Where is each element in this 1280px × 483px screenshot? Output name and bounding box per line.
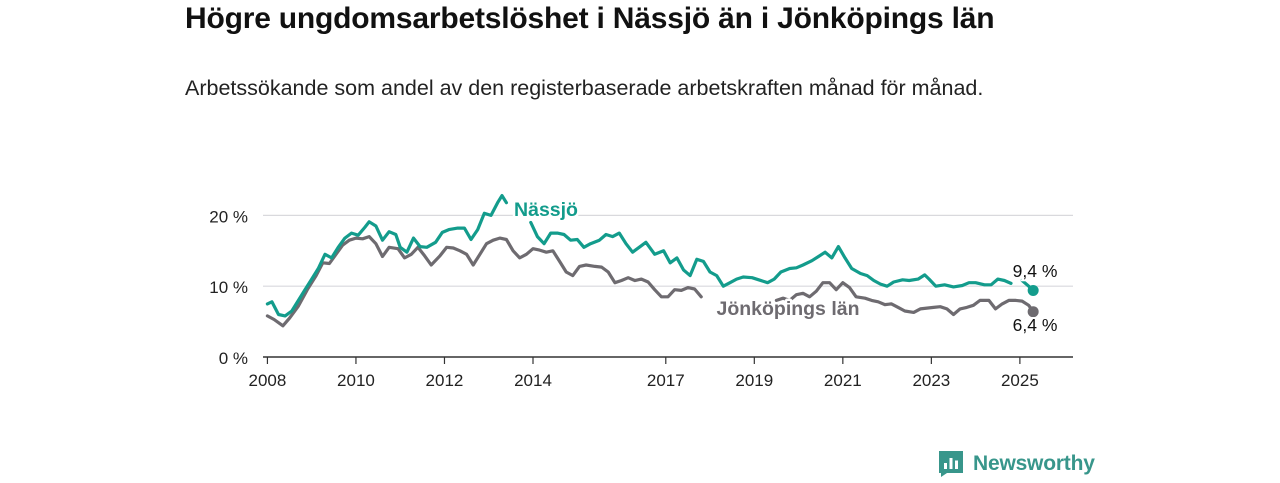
series-labels: Nässjö Jönköpings län 9,4 % 6,4 % — [512, 197, 1060, 338]
x-tick-label: 2025 — [1001, 371, 1039, 390]
series-line-jonkopings-lan — [774, 281, 1035, 317]
series-line-jonkopings-lan — [265, 235, 703, 328]
y-axis-ticks: 0 % 10 % 20 % — [209, 207, 248, 368]
x-tick-label: 2014 — [514, 371, 552, 390]
x-tick-label: 2023 — [912, 371, 950, 390]
series-line-nassjo — [529, 220, 1013, 289]
x-tick-label: 2010 — [337, 371, 375, 390]
series-lines — [265, 194, 1039, 328]
brand-name: Newsworthy — [973, 452, 1095, 475]
series-label-nassjo: Nässjö — [514, 199, 578, 221]
gridlines — [263, 214, 1073, 287]
y-tick-label: 0 % — [219, 349, 248, 368]
end-point-nassjo — [1027, 284, 1039, 296]
y-tick-label: 20 % — [209, 207, 248, 226]
x-tick-label: 2008 — [249, 371, 287, 390]
end-point-jonkopings-lan — [1027, 306, 1039, 318]
x-tick-label: 2012 — [426, 371, 464, 390]
brand-logo: Newsworthy — [937, 448, 1095, 480]
end-value-nassjo: 9,4 % — [1013, 261, 1058, 281]
series-line-nassjo — [265, 194, 508, 318]
y-tick-label: 10 % — [209, 278, 248, 297]
x-tick-label: 2017 — [647, 371, 685, 390]
chart-subtitle: Arbetssökande som andel av den registerb… — [185, 76, 984, 100]
chart-title: Högre ungdomsarbetslöshet i Nässjö än i … — [185, 2, 995, 35]
newsworthy-logo-icon — [937, 450, 965, 478]
x-tick-label: 2021 — [824, 371, 862, 390]
x-tick-label: 2019 — [735, 371, 773, 390]
series-label-jonkopings-lan: Jönköpings län — [716, 298, 859, 320]
end-value-jonkopings-lan: 6,4 % — [1013, 315, 1058, 335]
x-axis-ticks: 2008 2010 2012 2014 2017 2019 2021 2023 2025 — [249, 357, 1039, 390]
